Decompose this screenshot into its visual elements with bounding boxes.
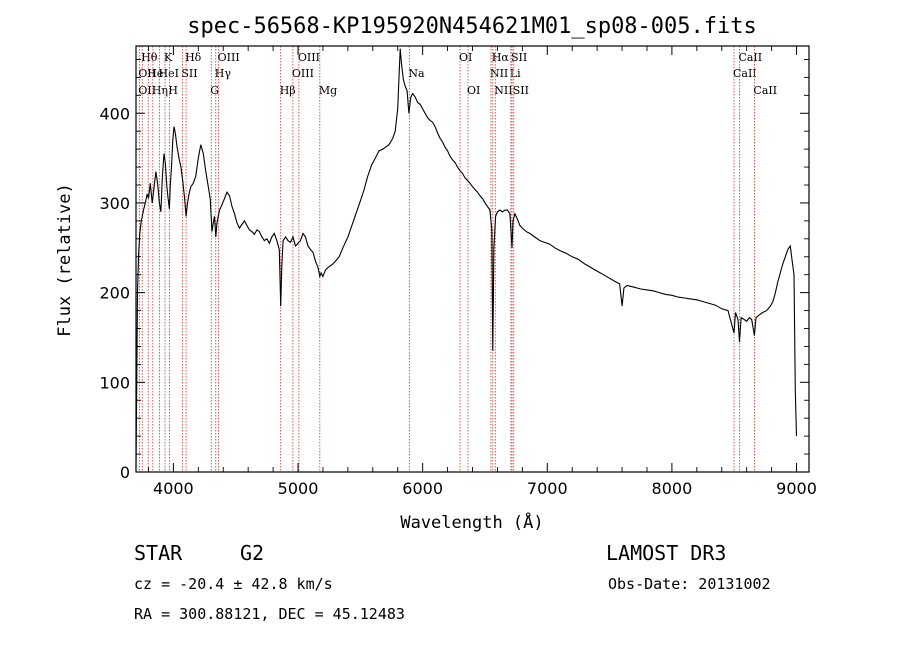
- x-tick-label: 7000: [527, 479, 568, 498]
- line-marker-label: SII: [181, 67, 197, 80]
- x-tick-label: 5000: [278, 479, 319, 498]
- line-marker-label: CaII: [753, 84, 777, 97]
- line-marker-label: NII: [490, 67, 508, 80]
- line-marker-label: OI: [467, 84, 480, 97]
- line-marker-label: OI: [459, 51, 472, 64]
- survey-name: LAMOST DR3: [606, 541, 726, 565]
- y-tick-label: 200: [99, 284, 130, 303]
- line-marker-label: OII: [138, 84, 156, 97]
- x-tick-label: 6000: [402, 479, 443, 498]
- line-marker-label: Hα: [492, 51, 510, 64]
- line-marker-label: G: [210, 84, 219, 97]
- x-axis-label: Wavelength (Å): [400, 511, 543, 533]
- coordinates: RA = 300.88121, DEC = 45.12483: [134, 605, 405, 623]
- x-tick-label: 9000: [776, 479, 817, 498]
- line-marker-label: SII: [513, 84, 529, 97]
- line-marker-label: CaII: [738, 51, 762, 64]
- y-tick-label: 400: [99, 104, 130, 123]
- chart-title: spec-56568-KP195920N454621M01_sp08-005.f…: [187, 14, 757, 39]
- line-marker-label: Hη: [152, 84, 168, 97]
- line-marker-label: Hγ: [215, 67, 232, 80]
- x-tick-label: 8000: [652, 479, 693, 498]
- y-tick-label: 100: [99, 373, 130, 392]
- redshift-info: cz = -20.4 ± 42.8 km/s: [134, 575, 333, 593]
- line-marker-label: Mg: [319, 84, 337, 97]
- spectrum-line: [135, 48, 798, 468]
- line-marker-label: CaII: [733, 67, 757, 80]
- y-axis-label: Flux (relative): [55, 183, 75, 337]
- line-marker-label: NII: [494, 84, 512, 97]
- object-subclass: G2: [240, 541, 264, 565]
- object-class: STAR: [134, 541, 183, 565]
- line-markers: OIIOIIHθHeHηHeIKHSIIHδGHγOIIIHβOIIIOIIIM…: [138, 46, 777, 472]
- plot-frame: [135, 45, 810, 473]
- axes: 4000 5000 6000 7000 8000 9000 0 100 200 300 400: [99, 46, 817, 498]
- line-marker-label: K: [164, 51, 173, 64]
- line-marker-label: SII: [511, 51, 527, 64]
- y-tick-label: 300: [99, 194, 130, 213]
- line-marker-label: OII: [138, 67, 156, 80]
- line-marker-label: Hδ: [185, 51, 202, 64]
- line-marker-label: OIII: [218, 51, 240, 64]
- obs-date: Obs-Date: 20131002: [608, 575, 771, 593]
- line-marker-label: Hθ: [141, 51, 158, 64]
- line-marker-label: Hβ: [280, 84, 296, 97]
- line-marker-label: OIII: [298, 51, 320, 64]
- y-tick-label: 0: [120, 463, 130, 482]
- line-marker-label: Na: [408, 67, 425, 80]
- line-marker-label: Li: [510, 67, 521, 80]
- line-marker-label: HeI: [159, 67, 179, 80]
- line-marker-label: H: [168, 84, 178, 97]
- x-tick-label: 4000: [153, 479, 194, 498]
- line-marker-label: OIII: [292, 67, 314, 80]
